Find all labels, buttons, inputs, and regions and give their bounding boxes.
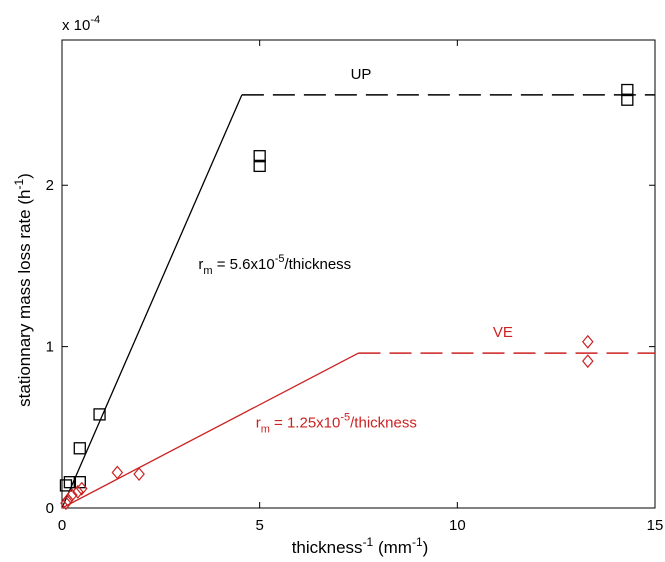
x-tick-label: 15	[647, 517, 664, 534]
plot-frame	[61, 39, 656, 509]
point-up	[73, 442, 86, 455]
series-label-up: UP	[351, 66, 372, 83]
point-up	[621, 83, 634, 97]
point-up	[621, 93, 634, 106]
x-axis-label: thickness-1 (mm-1)	[292, 535, 429, 557]
equation-ve: rm = 1.25x10-5/thickness	[256, 411, 417, 435]
fit-line-up	[61, 94, 243, 509]
data-points	[59, 83, 634, 511]
y-tick-label: 2	[46, 177, 54, 194]
y-axis-exponent: x 10-4	[62, 14, 100, 34]
point-ve	[582, 354, 594, 369]
point-ve	[62, 492, 74, 507]
point-ve	[75, 481, 88, 496]
x-tick-label: 10	[449, 517, 466, 534]
point-ve	[582, 334, 594, 349]
equation-up: rm = 5.6x10-5/thickness	[198, 253, 351, 277]
y-tick-label: 0	[46, 500, 54, 517]
point-up	[59, 479, 73, 492]
point-up	[63, 476, 77, 489]
point-ve	[111, 465, 124, 480]
series-label-ve: VE	[493, 324, 513, 341]
fit-lines	[61, 94, 655, 509]
axis-ticks: 0 5 10 15 0 1 2	[46, 40, 664, 534]
fit-line-ve	[61, 352, 359, 509]
point-ve	[72, 484, 84, 499]
y-tick-label: 1	[46, 339, 54, 356]
point-ve	[66, 488, 78, 503]
y-axis-label: stationnary mass loss rate (h-1)	[12, 173, 34, 407]
point-ve	[60, 496, 72, 511]
point-up	[253, 150, 266, 163]
point-ve	[133, 467, 145, 482]
x-tick-label: 0	[58, 517, 66, 534]
x-tick-label: 5	[255, 517, 263, 534]
point-up	[253, 159, 266, 173]
point-up	[93, 408, 106, 421]
